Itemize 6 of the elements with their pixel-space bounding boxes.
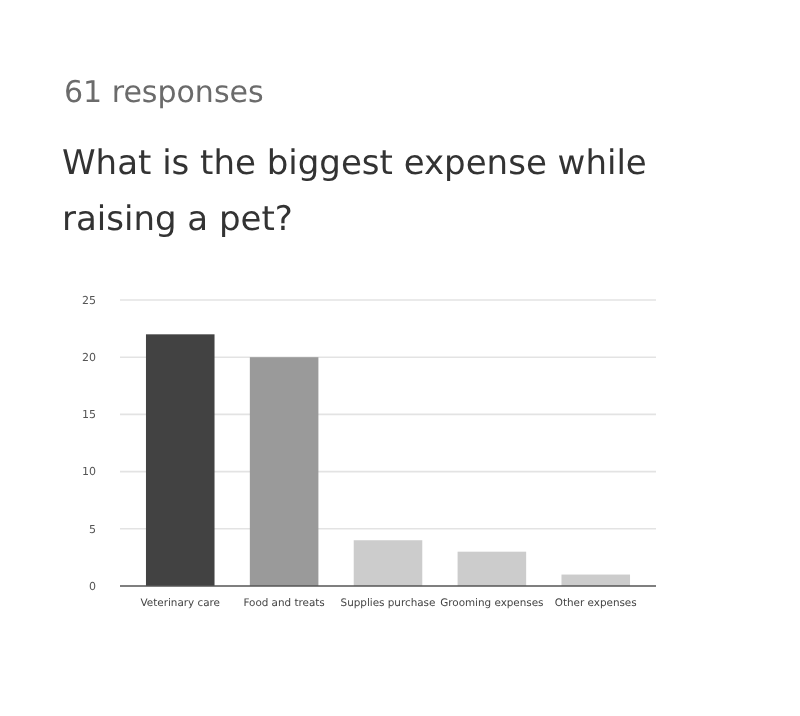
chart-title: What is the biggest expense while raising a pet? — [62, 144, 647, 240]
bar — [353, 540, 423, 586]
chart-subtitle: 61 responses — [64, 74, 264, 110]
bar — [145, 334, 215, 586]
bar — [249, 357, 319, 586]
bar — [457, 551, 527, 586]
